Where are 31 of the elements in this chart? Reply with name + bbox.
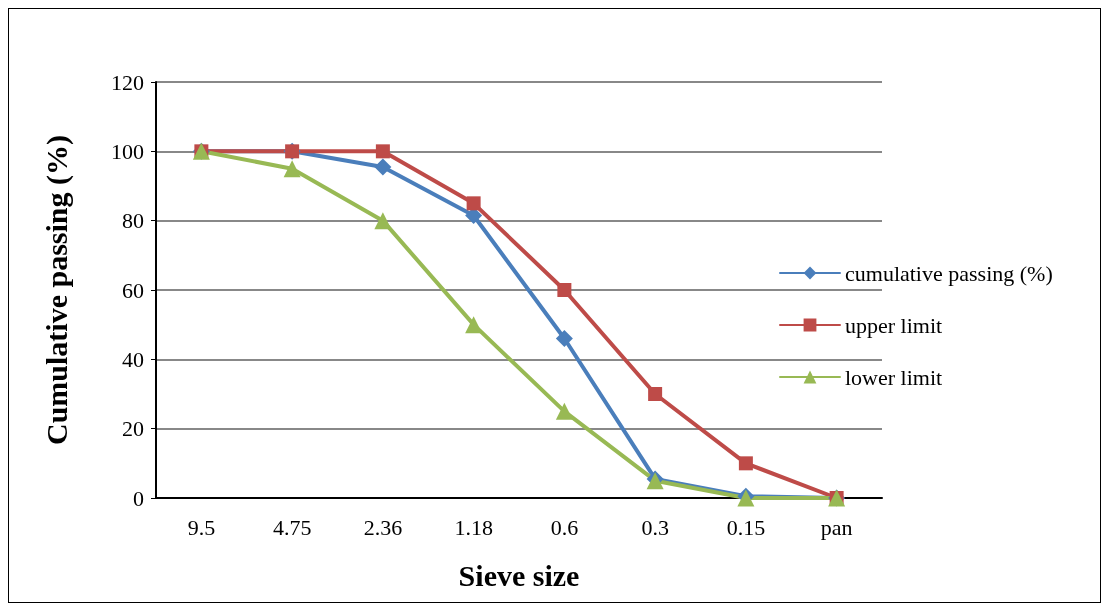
point: [374, 158, 392, 176]
point: [557, 283, 572, 297]
x-tick-label: 2.36: [363, 514, 403, 540]
y-axis-title: Cumulative passing (%): [39, 134, 74, 446]
point: [283, 160, 301, 178]
x-tick-label: 4.75: [272, 514, 312, 540]
legend-label: cumulative passing (%): [845, 260, 1053, 286]
legend-label: upper limit: [845, 312, 943, 338]
x-axis-title: Sieve size: [458, 558, 580, 592]
y-tick-label: 40: [122, 346, 144, 372]
y-tick-label: 100: [111, 138, 144, 164]
point: [466, 196, 481, 211]
point: [375, 144, 390, 159]
point: [374, 212, 392, 230]
point: [555, 330, 573, 348]
point: [555, 402, 573, 420]
legend-label: lower limit: [845, 364, 943, 390]
y-tick-label: 0: [133, 485, 144, 511]
point: [648, 387, 663, 401]
point: [465, 316, 483, 334]
x-tick-label: 1.18: [454, 514, 493, 540]
x-tick-label: 0.15: [726, 514, 766, 540]
x-tick-label: pan: [820, 514, 853, 540]
point: [738, 456, 753, 471]
y-tick-label: 120: [111, 69, 144, 95]
y-tick-label: 60: [122, 277, 144, 303]
y-tick-label: 20: [122, 416, 144, 442]
x-tick-label: 9.5: [187, 514, 216, 540]
x-tick-label: 0.3: [641, 514, 669, 540]
y-tick-label: 80: [122, 208, 144, 234]
x-tick-label: 0.6: [550, 514, 579, 540]
